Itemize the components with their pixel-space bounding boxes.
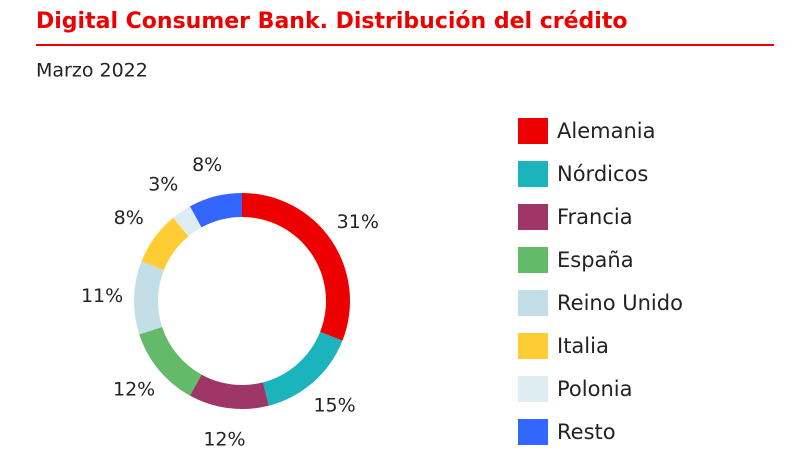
chart-title: Digital Consumer Bank. Distribución del … — [36, 9, 627, 34]
legend-swatch — [518, 204, 548, 230]
legend-swatch — [518, 247, 548, 273]
donut-slice — [262, 331, 343, 406]
data-label: 3% — [148, 174, 178, 196]
data-label: 15% — [313, 395, 355, 417]
legend-label: Nórdicos — [557, 162, 648, 186]
donut-slice — [189, 193, 242, 228]
legend-label: Italia — [557, 334, 609, 358]
donut-slice — [173, 206, 202, 237]
legend-swatch — [518, 333, 548, 359]
donut-slice — [189, 374, 269, 409]
legend-label: Polonia — [557, 377, 632, 401]
donut-slice — [242, 193, 350, 341]
chart-subtitle: Marzo 2022 — [36, 60, 148, 82]
data-label: 12% — [203, 428, 245, 450]
data-label: 8% — [114, 207, 144, 229]
legend-label: Reino Unido — [557, 291, 683, 315]
legend-swatch — [518, 419, 548, 445]
legend-swatch — [518, 290, 548, 316]
data-label: 8% — [192, 154, 222, 176]
data-label: 31% — [337, 211, 379, 233]
donut-slice — [141, 217, 189, 271]
legend-swatch — [518, 376, 548, 402]
legend-label: España — [557, 248, 634, 272]
legend-label: Resto — [557, 420, 616, 444]
legend-swatch — [518, 161, 548, 187]
donut-slice — [134, 261, 164, 335]
donut-slice — [139, 326, 202, 396]
data-label: 12% — [113, 379, 155, 401]
legend-label: Alemania — [557, 119, 655, 143]
data-label: 11% — [81, 285, 123, 307]
legend-swatch — [518, 118, 548, 144]
legend-label: Francia — [557, 205, 633, 229]
